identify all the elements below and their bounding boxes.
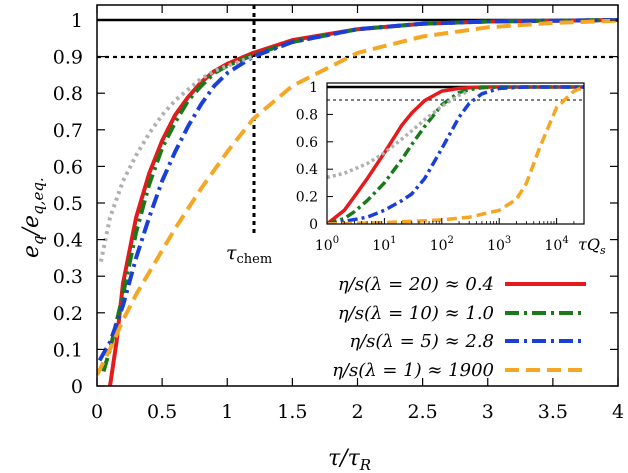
x-tick-label: 4 bbox=[612, 401, 624, 423]
y-tick-label: 0.4 bbox=[53, 230, 83, 252]
y-tick-label: 0.1 bbox=[53, 339, 83, 361]
inset-y-tick-label: 1 bbox=[309, 80, 318, 96]
x-tick-label: 2 bbox=[351, 401, 363, 423]
inset-y-tick-label: 0.4 bbox=[296, 162, 318, 178]
inset-series-line-3 bbox=[327, 85, 584, 224]
inset-series-line-4 bbox=[327, 89, 470, 180]
x-tick-label: 2.5 bbox=[408, 401, 438, 423]
series-line-3 bbox=[97, 18, 618, 376]
inset-series-line-1 bbox=[327, 85, 584, 224]
inset-series-line-2 bbox=[327, 85, 584, 224]
legend-label-1: η/s(λ = 10) ≈ 1.0 bbox=[338, 303, 494, 324]
x-tick-label: 1.5 bbox=[277, 401, 307, 423]
legend-label-0: η/s(λ = 20) ≈ 0.4 bbox=[338, 274, 494, 295]
y-tick-label: 1 bbox=[71, 10, 83, 32]
inset-xlabel: τQs bbox=[578, 235, 606, 257]
series-line-4 bbox=[98, 54, 254, 263]
x-tick-label: 3 bbox=[482, 401, 494, 423]
legend: η/s(λ = 20) ≈ 0.4 η/s(λ = 10) ≈ 1.0 η/s(λ … bbox=[332, 274, 586, 381]
series-line-2 bbox=[97, 18, 618, 362]
inset-frame bbox=[326, 82, 585, 225]
inset-y-tick-label: 0.2 bbox=[296, 190, 318, 206]
y-tick-label: 0.8 bbox=[53, 83, 83, 105]
inset-y-tick-label: 0 bbox=[309, 217, 318, 233]
inset-y-tick-label: 0.6 bbox=[296, 135, 318, 151]
x-tick-label: 3.5 bbox=[538, 401, 568, 423]
x-tick-label: 1 bbox=[221, 401, 233, 423]
y-tick-label: 0.9 bbox=[53, 47, 83, 69]
x-tick-label: 0.5 bbox=[147, 401, 177, 423]
y-tick-label: 0 bbox=[71, 376, 83, 398]
y-tick-label: 0.7 bbox=[53, 120, 83, 142]
y-tick-label: 0.2 bbox=[53, 303, 83, 325]
legend-label-3: η/s(λ = 1) ≈ 1900 bbox=[332, 360, 494, 381]
y-tick-label: 0.5 bbox=[53, 193, 83, 215]
inset-y-tick-label: 0.8 bbox=[296, 107, 318, 123]
legend-label-2: η/s(λ = 5) ≈ 2.8 bbox=[349, 331, 494, 352]
inset-background bbox=[327, 83, 584, 224]
y-tick-label: 0.6 bbox=[53, 156, 83, 178]
inset-series-line-0 bbox=[327, 85, 584, 224]
x-tick-label: 0 bbox=[91, 401, 103, 423]
y-tick-label: 0.3 bbox=[53, 266, 83, 288]
